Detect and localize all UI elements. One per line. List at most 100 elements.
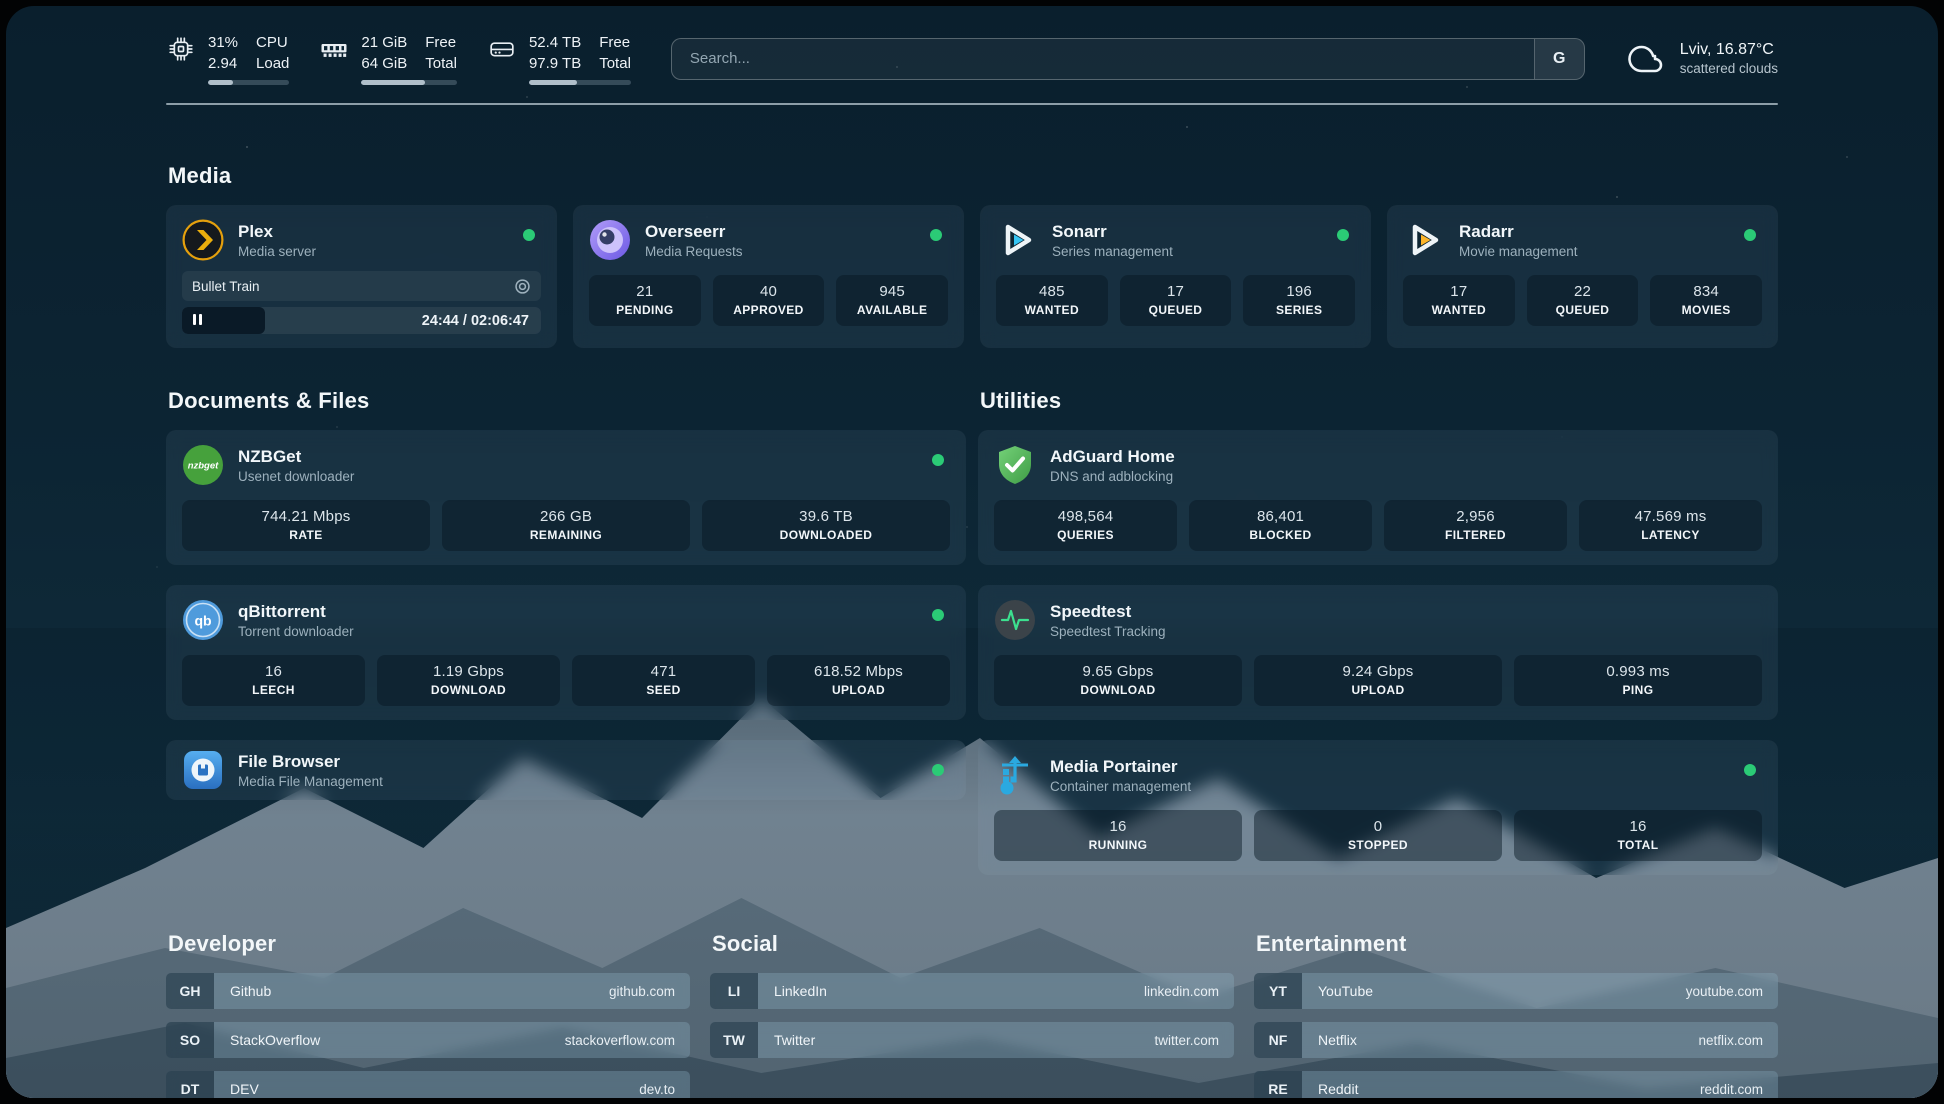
app-title: Plex [238,221,273,241]
cpu-usage-bar [208,80,290,85]
search-bar[interactable]: G [670,37,1585,80]
app-card-nzbget[interactable]: nzbget NZBGet Usenet downloader 744.21 M… [166,430,966,565]
memory-usage-bar [361,80,457,85]
stat-box-ping: 0.993 ms PING [1514,655,1762,706]
stat-box-available: 945 AVAILABLE [836,275,948,326]
app-title: File Browser [238,751,341,771]
online-status-dot [1744,229,1756,241]
app-card-adguard[interactable]: AdGuard Home DNS and adblocking 498,564 … [978,430,1778,565]
online-status-dot [1337,229,1349,241]
app-card-sonarr[interactable]: Sonarr Series management 485 WANTED 17 Q… [980,205,1371,348]
stat-box-download: 9.65 Gbps DOWNLOAD [994,655,1242,706]
section-social: Social LI LinkedIn linkedin.com TW Twitt… [710,931,1234,1098]
app-subtitle: Media server [238,243,317,259]
stat-box-wanted: 485 WANTED [996,275,1108,326]
app-card-qbittorrent[interactable]: qb qBittorrent Torrent downloader 16 LEE… [166,585,966,720]
weather-condition: scattered clouds [1679,61,1778,76]
radarr-icon [1403,219,1445,261]
pause-icon [193,312,205,330]
speedtest-pulse-icon [994,599,1036,641]
app-subtitle: Media File Management [238,773,383,789]
stat-box-wanted: 17 WANTED [1403,275,1515,326]
stat-box-rate: 744.21 Mbps RATE [182,500,430,551]
header-divider [166,103,1778,105]
stat-box-leech: 16 LEECH [182,655,365,706]
link-item-reddit[interactable]: RE Reddit reddit.com [1254,1071,1778,1098]
app-card-plex[interactable]: Plex Media server Bullet Train [166,205,557,348]
app-card-portainer[interactable]: Media Portainer Container management 16 … [978,740,1778,875]
disk-stat-widget: 52.4 TB 97.9 TB Free Total [487,32,631,85]
app-title: Media Portainer [1050,756,1178,776]
search-engine-button[interactable]: G [1533,38,1584,79]
stat-box-approved: 40 APPROVED [712,275,825,326]
disk-total-value: 97.9 TB [528,55,582,72]
memory-label-top: Free [425,34,457,51]
link-item-netflix[interactable]: NF Netflix netflix.com [1254,1022,1778,1058]
stat-box-blocked: 86,401 BLOCKED [1189,500,1372,551]
adguard-shield-icon [994,444,1036,486]
link-abbr: TW [710,1022,758,1058]
stat-box-upload: 9.24 Gbps UPLOAD [1254,655,1502,706]
svg-text:qb: qb [194,613,211,629]
section-title-developer: Developer [168,931,277,956]
top-bar: 31% 2.94 CPU Load [6,6,1938,85]
memory-label-bottom: Total [425,55,457,72]
app-subtitle: Usenet downloader [238,468,355,484]
app-title: Overseerr [645,221,726,241]
stat-box-queued: 22 QUEUED [1526,275,1639,326]
sonarr-icon [996,219,1038,261]
cpu-label-bottom: Load [256,55,290,72]
app-card-radarr[interactable]: Radarr Movie management 17 WANTED 22 QUE… [1387,205,1778,348]
link-abbr: LI [710,973,758,1009]
stat-box-series: 196 SERIES [1243,275,1355,326]
memory-free-value: 21 GiB [361,34,408,51]
app-card-speedtest[interactable]: Speedtest Speedtest Tracking 9.65 Gbps D… [978,585,1778,720]
online-status-dot [523,229,535,241]
link-item-twitter[interactable]: TW Twitter twitter.com [710,1022,1234,1058]
app-subtitle: Movie management [1459,243,1578,259]
stat-box-movies: 834 MOVIES [1650,275,1762,326]
online-status-dot [1744,764,1756,776]
app-subtitle: Media Requests [645,243,743,259]
section-media: Media Plex Media server [166,163,1778,348]
link-url: netflix.com [1698,1032,1763,1048]
app-subtitle: Speedtest Tracking [1050,623,1166,639]
link-url: stackoverflow.com [564,1032,675,1048]
memory-total-value: 64 GiB [361,55,408,72]
online-status-dot [930,229,942,241]
app-title: qBittorrent [238,601,326,621]
link-label: Twitter [774,1032,816,1048]
portainer-crane-icon [994,754,1036,796]
link-item-stackoverflow[interactable]: SO StackOverflow stackoverflow.com [166,1022,690,1058]
dashboard-frame: 31% 2.94 CPU Load [6,6,1938,1098]
stat-box-stopped: 0 STOPPED [1254,810,1502,861]
link-url: twitter.com [1154,1032,1219,1048]
stat-box-queries: 498,564 QUERIES [994,500,1177,551]
playback-elapsed [182,307,265,334]
link-item-dev[interactable]: DT DEV dev.to [166,1071,690,1098]
app-title: Speedtest [1050,601,1132,621]
link-label: YouTube [1318,983,1374,999]
playback-progress-bar: 24:44 / 02:06:47 [182,307,541,334]
cpu-stat-widget: 31% 2.94 CPU Load [166,32,290,85]
app-card-overseerr[interactable]: Overseerr Media Requests 21 PENDING 40 A… [573,205,964,348]
app-card-filebrowser[interactable]: File Browser Media File Management [166,740,966,800]
link-item-linkedin[interactable]: LI LinkedIn linkedin.com [710,973,1234,1009]
app-title: AdGuard Home [1050,446,1175,466]
link-url: reddit.com [1699,1081,1763,1097]
svg-text:nzbget: nzbget [188,461,219,472]
search-input[interactable] [671,38,1534,79]
stat-box-downloaded: 39.6 TB DOWNLOADED [702,500,950,551]
link-item-youtube[interactable]: YT YouTube youtube.com [1254,973,1778,1009]
app-title: NZBGet [238,446,302,466]
link-item-github[interactable]: GH Github github.com [166,973,690,1009]
stat-box-running: 16 RUNNING [994,810,1242,861]
cloud-icon [1627,45,1662,72]
disk-label-top: Free [599,34,631,51]
link-url: youtube.com [1685,983,1763,999]
online-status-dot [932,764,944,776]
cpu-usage-value: 31% [208,34,239,51]
link-label: Github [230,983,272,999]
section-utilities: Utilities AdGuard Home [978,388,1778,875]
settings-gear-icon[interactable] [514,278,531,295]
